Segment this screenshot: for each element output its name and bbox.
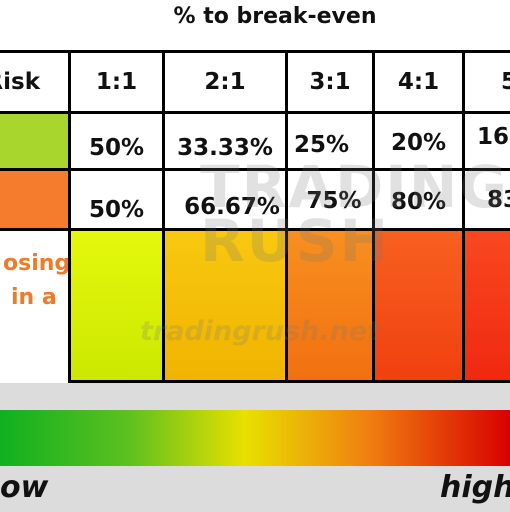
header-cell: 4:1 [372,50,465,114]
heat-cell [462,228,510,383]
scale-high: high [440,470,510,505]
swatch-orange [0,168,71,231]
swatch-green [0,111,71,171]
header-cell: 5 [462,50,510,114]
header-cell: 3:1 [285,50,375,114]
heat-cell [162,228,288,383]
scale-low: ow [0,470,49,505]
side-label-line: osing [3,251,71,276]
gradient-bar [0,410,510,466]
side-label: osing in a [0,228,71,383]
side-label-line: in a [11,285,57,310]
watermark-url: tradingrush.net [140,316,381,347]
header-cell: 2:1 [162,50,288,114]
cell: 50% [68,168,165,231]
header-cell: 1:1 [68,50,165,114]
heat-cell [285,228,375,383]
title: % to break-even [173,4,377,29]
heat-cell [68,228,165,383]
header-cell: Risk [0,50,71,114]
watermark-logo: TRADING RUSH [200,153,509,275]
cell: 50% [68,111,165,171]
